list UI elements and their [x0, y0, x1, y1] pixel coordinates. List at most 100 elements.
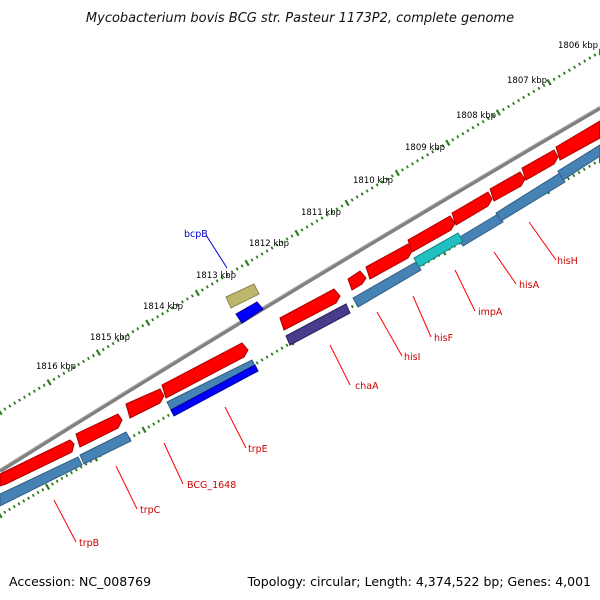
- trpE-lower-feature: [170, 364, 259, 417]
- outer-ruler-tick: [131, 330, 135, 334]
- gene-label-chaA: chaA: [355, 381, 379, 392]
- chaA-leader: [329, 344, 351, 386]
- inner-ruler-tick: [270, 352, 274, 356]
- gene-label-BCG_1648: BCG_1648: [187, 480, 236, 491]
- outer-ruler-tick: [32, 389, 36, 393]
- outer-ruler-tick: [151, 318, 155, 322]
- outer-ruler-tick: [0, 409, 3, 416]
- inner-ruler-tick: [137, 431, 141, 435]
- outer-ruler-tick: [461, 132, 465, 136]
- outer-ruler-tick: [91, 353, 95, 358]
- inner-ruler-tick: [285, 343, 289, 347]
- outer-ruler-tick: [344, 199, 350, 207]
- outer-ruler-tick: [578, 62, 582, 66]
- outer-ruler-tick: [166, 309, 170, 313]
- inner-ruler-tick: [582, 167, 586, 172]
- outer-ruler-tick: [77, 362, 81, 367]
- outer-ruler-tick: [588, 56, 592, 60]
- outer-ruler-tick: [260, 252, 264, 256]
- outer-ruler-tick: [567, 68, 571, 72]
- outer-ruler-tick: [431, 150, 435, 154]
- outer-ruler-tick: [190, 294, 194, 298]
- trpE-leader: [224, 406, 247, 449]
- outer-ruler-tick: [145, 319, 151, 327]
- outer-ruler-tick: [244, 259, 250, 267]
- gene-label-trpE: trpE: [248, 444, 268, 455]
- outer-ruler-tick: [141, 324, 145, 328]
- outer-ruler-tick: [86, 356, 90, 361]
- outer-ruler-tick: [52, 377, 56, 381]
- outer-ruler-tick: [340, 204, 344, 208]
- outer-ruler-tick: [156, 315, 160, 319]
- inner-ruler-tick: [260, 358, 264, 362]
- cds-feature-9: [451, 191, 493, 226]
- hisF-leader: [412, 295, 432, 338]
- outer-ruler-tick: [171, 306, 175, 310]
- ruler-label-1810: 1810 kbp: [353, 176, 393, 186]
- outer-ruler-tick: [46, 378, 52, 386]
- inner-ruler-tick: [12, 504, 16, 509]
- outer-ruler-tick: [280, 240, 284, 244]
- outer-ruler-tick: [215, 279, 219, 283]
- outer-ruler-tick: [265, 249, 269, 253]
- outer-ruler-tick: [180, 300, 184, 304]
- outer-ruler-tick: [310, 222, 314, 226]
- outer-ruler-tick: [175, 303, 179, 307]
- gene-label-trpB: trpB: [79, 538, 99, 549]
- outer-ruler-tick: [161, 312, 165, 316]
- inner-ruler-tick: [7, 507, 11, 512]
- outer-ruler-tick: [456, 135, 460, 139]
- hisH-rev-feature: [557, 144, 600, 181]
- bcpB-leader: [205, 234, 228, 269]
- outer-ruler-tick: [95, 349, 101, 356]
- impA-leader: [454, 269, 476, 312]
- outer-ruler-tick: [210, 282, 214, 286]
- inner-ruler-tick: [36, 490, 40, 495]
- outer-ruler-tick: [270, 246, 274, 250]
- forward-strand-features: [0, 120, 600, 487]
- cds-feature-8: [407, 215, 456, 253]
- genome-backbone-highlight: [0, 105, 600, 470]
- outer-ruler-tick: [441, 144, 445, 148]
- outer-ruler-tick: [116, 338, 120, 343]
- outer-ruler-tick: [375, 183, 379, 187]
- outer-ruler-tick: [542, 83, 546, 87]
- outer-ruler-tick: [390, 174, 394, 178]
- outer-ruler-tick: [235, 267, 239, 271]
- outer-ruler-tick: [481, 119, 485, 124]
- cds-feature-7: [365, 243, 413, 280]
- outer-ruler-tick: [240, 264, 244, 268]
- trpB-feature: [0, 456, 83, 507]
- cds-feature-11: [521, 149, 559, 181]
- inner-ruler-tick: [265, 355, 269, 359]
- outer-ruler-tick: [350, 198, 354, 202]
- outer-ruler-tick: [106, 344, 110, 349]
- outer-ruler-tick: [517, 98, 521, 103]
- inner-ruler-tick: [50, 482, 54, 486]
- outer-ruler-tick: [400, 168, 404, 172]
- cds-feature-4: [161, 342, 249, 399]
- inner-ruler-tick: [74, 468, 78, 472]
- gene-labels: hisH hisA impA hisF hisI chaA trpE BCG_1…: [79, 229, 578, 549]
- outer-ruler-tick: [360, 192, 364, 196]
- inner-ruler-tick: [577, 170, 581, 175]
- outer-ruler-tick: [557, 74, 561, 78]
- ruler-label-1812: 1812 kbp: [249, 239, 289, 249]
- outer-ruler-tick: [230, 270, 234, 274]
- trpC-leader: [115, 465, 138, 510]
- outer-ruler: [0, 48, 600, 416]
- outer-ruler-tick: [394, 169, 400, 177]
- outer-ruler-tick: [445, 139, 451, 147]
- outer-ruler-tick: [330, 210, 334, 214]
- hisI-leader: [376, 311, 403, 357]
- outer-ruler-tick: [285, 237, 289, 241]
- outer-ruler-tick: [305, 225, 309, 229]
- inner-ruler-tick: [0, 512, 3, 519]
- trpC-feature: [79, 431, 132, 465]
- ruler-label-1811: 1811 kbp: [301, 208, 341, 218]
- cds-feature-12: [555, 120, 600, 161]
- outer-ruler-tick: [365, 189, 369, 193]
- outer-ruler-tick: [320, 216, 324, 220]
- outer-ruler-tick: [537, 86, 541, 91]
